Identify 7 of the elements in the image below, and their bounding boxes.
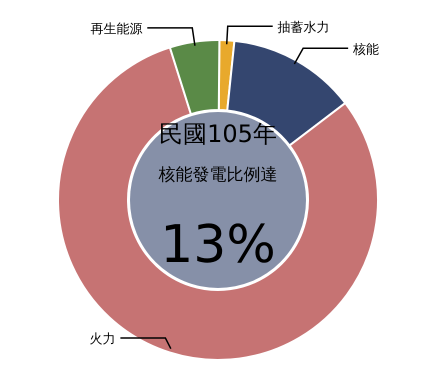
slice-label: 再生能源 xyxy=(90,22,142,37)
slice-label: 抽蓄水力 xyxy=(278,20,330,36)
text: 13% xyxy=(160,215,276,275)
slice-label: 核能 xyxy=(352,42,380,58)
slice-label: 火力 xyxy=(89,332,116,347)
text: 民國105年 xyxy=(159,120,277,148)
text: 核能發電比例達 xyxy=(158,165,278,185)
